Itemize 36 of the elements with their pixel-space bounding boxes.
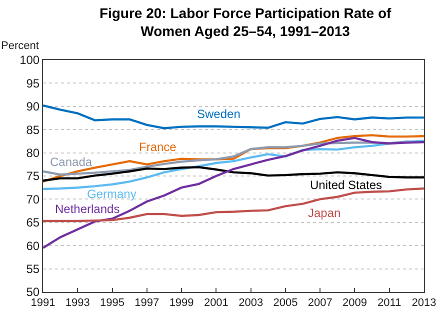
series-label: Sweden: [197, 107, 240, 121]
x-tick-label: 2011: [378, 297, 402, 310]
x-tick-label: 1991: [30, 297, 56, 310]
x-tick-label: 2009: [342, 297, 367, 310]
x-tick-label: 2013: [412, 297, 436, 310]
x-tick-label: 2001: [204, 297, 228, 310]
x-tick-label: 1999: [169, 297, 194, 310]
y-tick-label: 65: [26, 216, 40, 230]
y-tick-label: 85: [26, 122, 40, 137]
y-tick-label: 50: [26, 285, 40, 300]
y-axis-title: Percent: [1, 40, 39, 52]
y-tick-label: 80: [26, 146, 40, 160]
line-series: [43, 140, 424, 190]
y-tick-label: 95: [26, 76, 40, 90]
x-tick-label: 2005: [273, 297, 298, 310]
x-tick-label: 1993: [65, 297, 90, 310]
series-label: Netherlands: [55, 202, 120, 216]
x-tick-label: 2007: [308, 297, 332, 310]
y-tick-label: 70: [26, 192, 40, 206]
x-tick-label: 2003: [238, 297, 264, 310]
y-tick-label: 75: [26, 169, 40, 184]
line-series: [43, 136, 424, 250]
series-label: United States: [310, 178, 382, 192]
series-label: France: [139, 140, 177, 154]
x-tick-label: 1997: [134, 297, 160, 310]
line-series: [43, 104, 424, 130]
y-tick-label: 90: [26, 100, 40, 114]
y-tick-label: 55: [26, 262, 40, 276]
y-tick-label: 60: [26, 238, 40, 253]
line-series: [43, 166, 424, 182]
x-tick-label: 1995: [100, 297, 125, 310]
series-label: Germany: [87, 187, 136, 201]
y-tick-label: 100: [20, 53, 40, 68]
series-label: Canada: [50, 155, 92, 169]
series-label: Japan: [308, 206, 341, 220]
chart-title: Figure 20: Labor Force Participation Rate of Women Aged 25–54, 1991–2013: [99, 4, 392, 40]
